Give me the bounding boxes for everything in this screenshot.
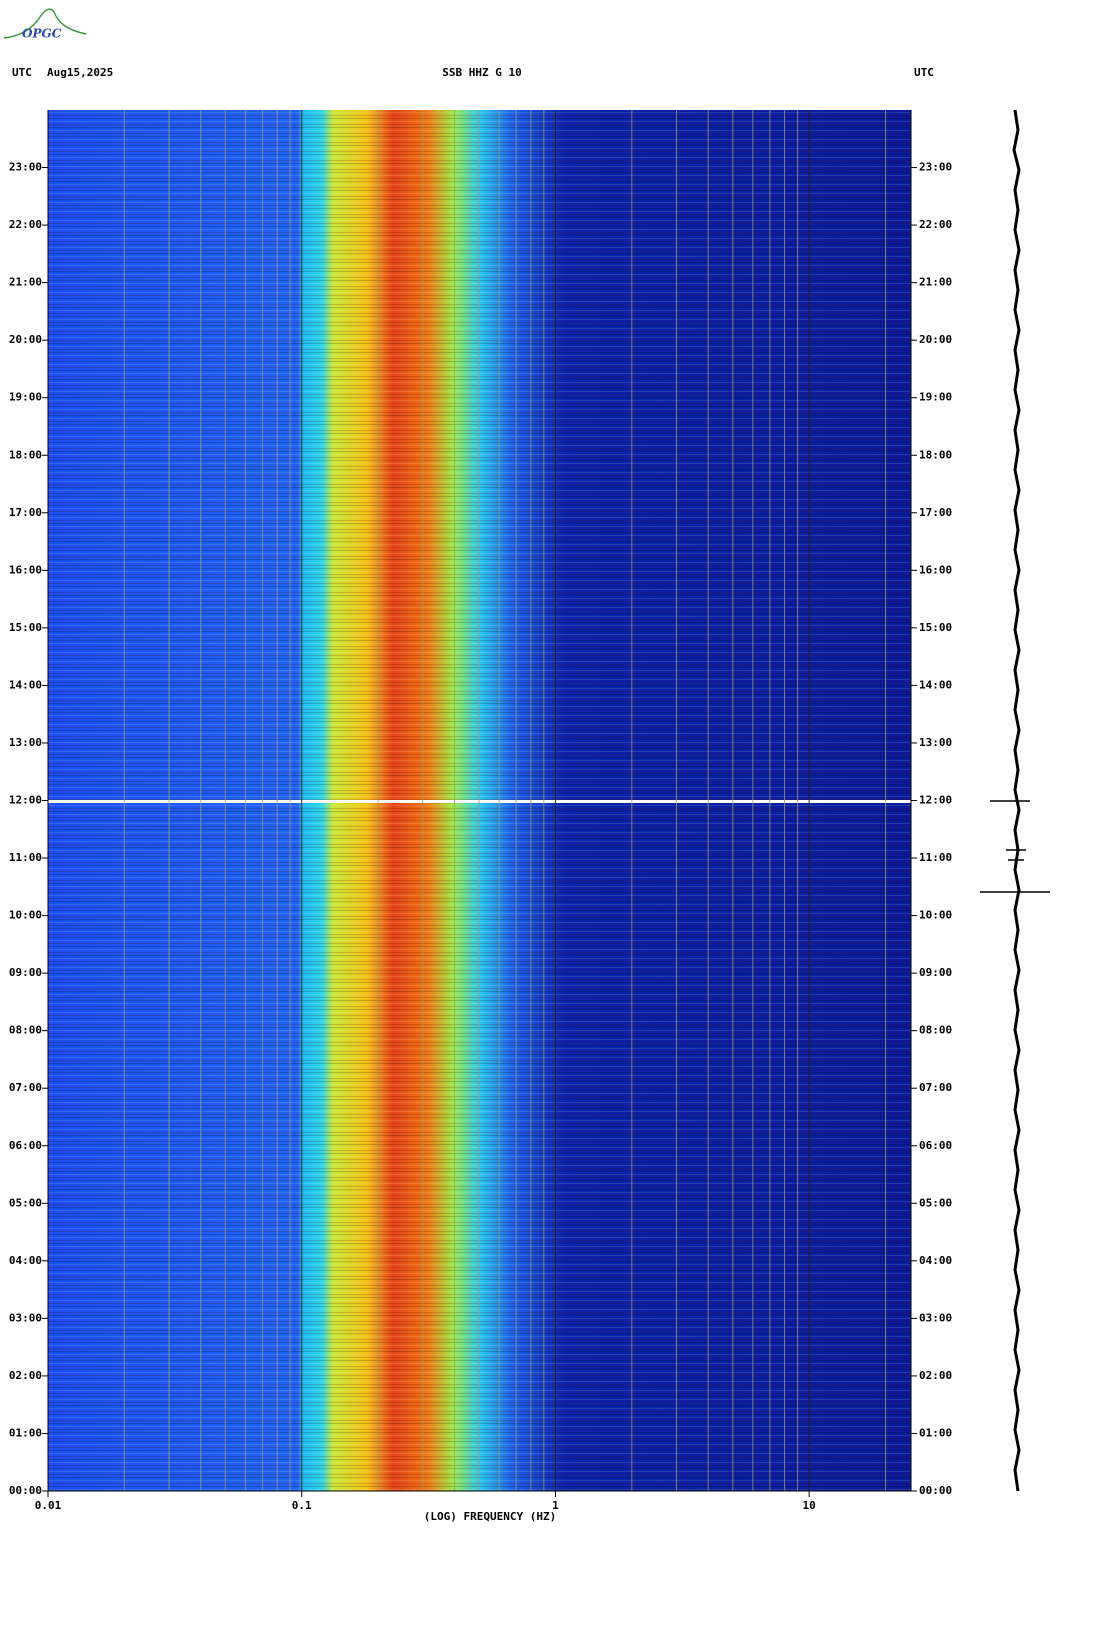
y-tick-label: 18:00 xyxy=(919,448,952,461)
header-date: Aug15,2025 xyxy=(47,66,113,79)
y-tick-label: 21:00 xyxy=(9,276,42,289)
y-tick-label: 22:00 xyxy=(919,218,952,231)
y-tick-label: 11:00 xyxy=(9,851,42,864)
y-tick-label: 02:00 xyxy=(919,1369,952,1382)
y-tick-label: 15:00 xyxy=(919,621,952,634)
y-tick-label: 03:00 xyxy=(9,1311,42,1324)
y-tick-label: 18:00 xyxy=(9,448,42,461)
y-tick-label: 23:00 xyxy=(9,161,42,174)
y-tick-label: 16:00 xyxy=(919,563,952,576)
y-tick-label: 04:00 xyxy=(919,1254,952,1267)
seismogram-events xyxy=(980,800,1050,893)
y-tick-label: 06:00 xyxy=(9,1139,42,1152)
y-tick-label: 20:00 xyxy=(919,333,952,346)
y-tick-label: 12:00 xyxy=(919,794,952,807)
y-tick-label: 05:00 xyxy=(919,1196,952,1209)
y-tick-label: 16:00 xyxy=(9,563,42,576)
x-axis-label: (LOG) FREQUENCY (HZ) xyxy=(424,1510,556,1523)
y-tick-label: 14:00 xyxy=(9,678,42,691)
header-zone: UTC xyxy=(12,66,32,79)
y-tick-label: 12:00 xyxy=(9,794,42,807)
y-tick-label: 00:00 xyxy=(9,1484,42,1497)
y-tick-label: 19:00 xyxy=(919,391,952,404)
y-tick-label: 01:00 xyxy=(9,1426,42,1439)
y-tick-label: 04:00 xyxy=(9,1254,42,1267)
y-tick-label: 19:00 xyxy=(9,391,42,404)
y-tick-label: 10:00 xyxy=(9,909,42,922)
y-tick-label: 22:00 xyxy=(9,218,42,231)
y-tick-label: 23:00 xyxy=(919,161,952,174)
logo: OPGC xyxy=(3,8,87,41)
y-tick-label: 13:00 xyxy=(9,736,42,749)
y-tick-label: 17:00 xyxy=(919,506,952,519)
y-tick-label: 05:00 xyxy=(9,1196,42,1209)
y-tick-label: 10:00 xyxy=(919,909,952,922)
y-tick-label: 06:00 xyxy=(919,1139,952,1152)
y-tick-label: 09:00 xyxy=(9,966,42,979)
y-tick-label: 08:00 xyxy=(919,1024,952,1037)
logo-text: OPGC xyxy=(22,27,62,41)
y-tick-label: 11:00 xyxy=(919,851,952,864)
header-zone: UTC xyxy=(914,66,934,79)
y-tick-label: 17:00 xyxy=(9,506,42,519)
y-tick-label: 14:00 xyxy=(919,678,952,691)
chart-title: SSB HHZ G 10 xyxy=(442,66,521,79)
y-tick-label: 09:00 xyxy=(919,966,952,979)
x-tick-label: 0.01 xyxy=(35,1499,62,1512)
y-tick-label: 07:00 xyxy=(919,1081,952,1094)
y-tick-label: 13:00 xyxy=(919,736,952,749)
y-tick-label: 20:00 xyxy=(9,333,42,346)
x-tick-label: 0.1 xyxy=(292,1499,312,1512)
x-tick-label: 10 xyxy=(803,1499,816,1512)
x-tick-label: 1 xyxy=(552,1499,559,1512)
y-tick-label: 08:00 xyxy=(9,1024,42,1037)
y-tick-label: 00:00 xyxy=(919,1484,952,1497)
y-tick-label: 21:00 xyxy=(919,276,952,289)
y-tick-label: 07:00 xyxy=(9,1081,42,1094)
seismogram xyxy=(1012,109,1021,1492)
y-tick-label: 01:00 xyxy=(919,1426,952,1439)
y-tick-label: 02:00 xyxy=(9,1369,42,1382)
y-tick-label: 15:00 xyxy=(9,621,42,634)
y-tick-label: 03:00 xyxy=(919,1311,952,1324)
